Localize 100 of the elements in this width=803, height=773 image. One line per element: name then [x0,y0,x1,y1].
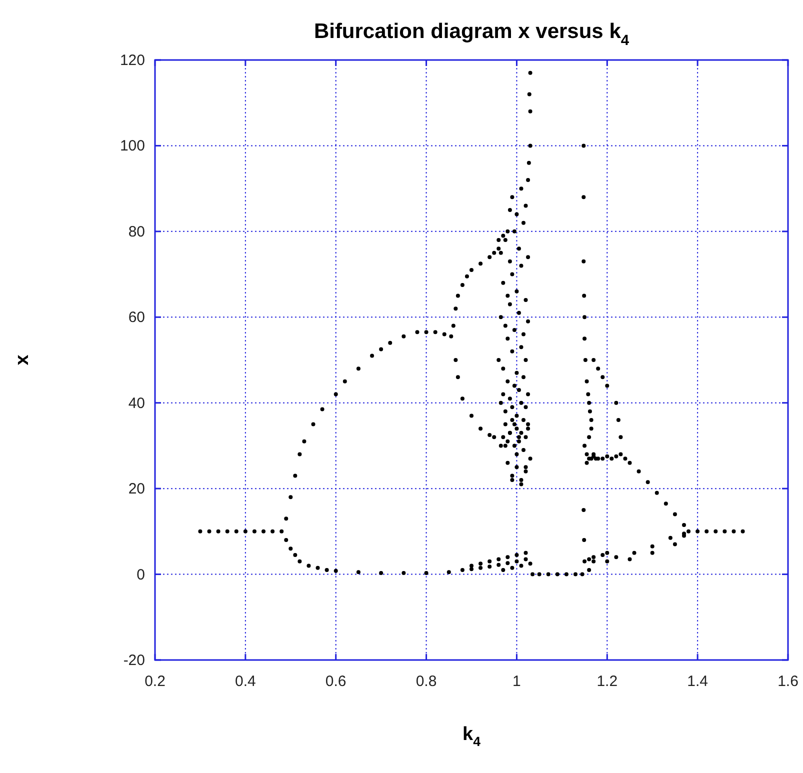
point [650,544,654,548]
point [456,294,460,298]
y-tick-label: 20 [128,480,145,498]
point [632,550,636,555]
point [488,564,492,569]
point [356,570,360,574]
point [582,559,587,564]
point [573,572,578,576]
point [234,529,238,534]
point [605,550,610,555]
point [732,529,736,534]
point [456,375,460,380]
x-tick-label: 1.4 [687,673,708,690]
point [243,529,248,534]
point [587,568,592,572]
point [460,396,464,401]
point [478,262,483,266]
point [433,330,438,334]
point [415,330,420,334]
point [402,571,406,575]
point [584,460,589,465]
x-tick-label: 1.2 [596,673,618,690]
point [198,529,202,534]
point [628,557,632,562]
point [449,334,454,338]
point [587,400,592,405]
y-tick-label: 0 [136,566,145,584]
point [582,508,586,512]
point [334,392,338,396]
point [614,454,618,458]
point [478,426,483,431]
point [592,555,596,560]
point [528,562,532,566]
point [270,529,275,534]
point [668,536,672,540]
point [587,557,592,562]
point [316,566,320,570]
point [654,490,659,495]
point [293,553,298,557]
point [530,572,535,576]
y-tick-label: 100 [120,138,145,155]
point [605,384,610,388]
point [586,392,590,396]
point [488,559,492,564]
point [605,454,610,458]
point [714,529,718,534]
point [424,330,428,334]
point [302,439,306,444]
point [672,542,677,546]
point [470,567,474,572]
point [379,571,384,575]
point [306,564,311,568]
point [478,562,483,566]
point [506,561,510,566]
y-axis-title: x [12,354,33,366]
point [614,400,618,405]
point [584,452,589,456]
point [618,435,623,440]
point [470,414,474,418]
point [298,559,302,564]
x-tick-label: 0.8 [416,673,437,690]
point [696,529,700,534]
point [546,572,550,576]
point [514,559,519,564]
point [324,568,329,572]
point [722,529,727,534]
point [460,283,464,287]
point [628,460,632,465]
point [672,512,677,516]
point [610,456,614,461]
point [488,255,492,260]
point [605,559,610,564]
point [496,562,501,567]
y-tick-label: -20 [123,652,145,669]
point [311,422,316,426]
point [288,495,293,500]
y-tick-label: 40 [128,394,145,412]
point [664,502,668,506]
point [388,340,392,345]
point [682,523,686,527]
point [424,571,428,575]
point [582,336,587,341]
point [646,480,650,484]
point [596,456,600,461]
point [582,195,586,200]
point [592,559,596,564]
point [284,516,288,521]
point [342,379,347,384]
point [519,564,524,568]
point [583,358,588,362]
point [510,566,514,570]
point [582,538,586,542]
point [623,456,628,461]
point [524,557,528,562]
point [584,379,589,384]
point [288,546,293,551]
chart-title: Bifurcation diagram x versus k$_{4}$ [314,20,630,49]
point [492,435,496,440]
y-tick-label: 120 [120,52,145,69]
point [356,366,360,371]
